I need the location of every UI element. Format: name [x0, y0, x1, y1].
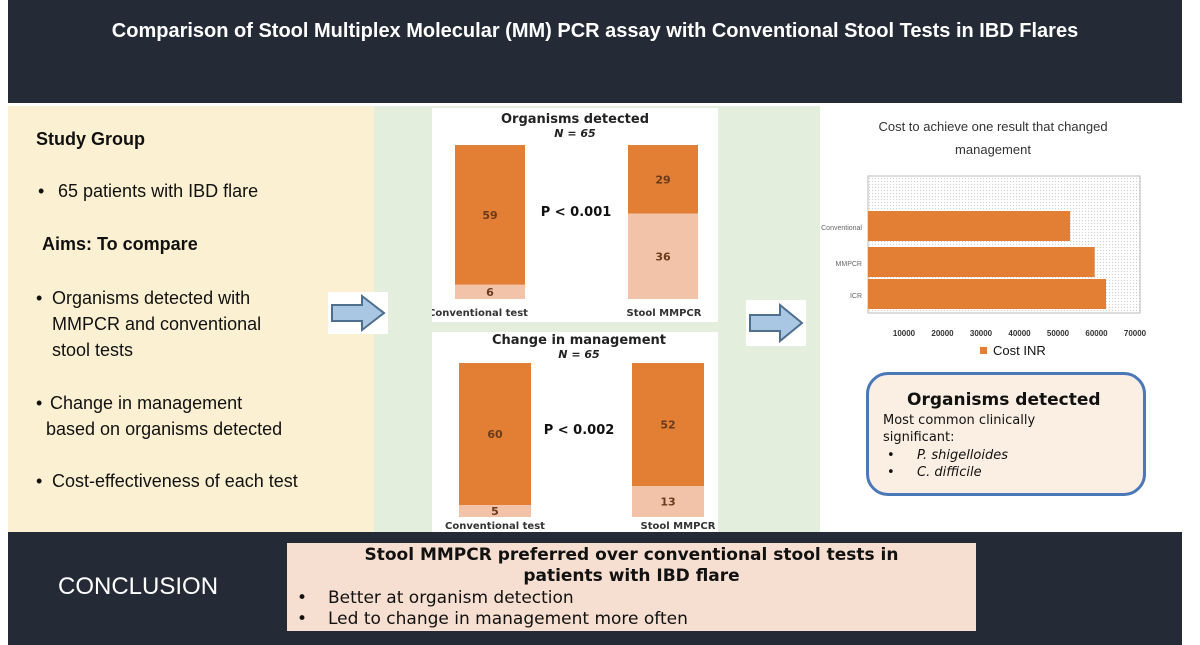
category-label: Conventional test — [432, 308, 528, 319]
bar — [868, 247, 1095, 277]
category-label: Conventional test — [445, 521, 545, 532]
data-label: 36 — [655, 250, 671, 263]
bullet-marker: • — [36, 471, 43, 491]
bullet-marker: • — [297, 609, 308, 629]
data-label: 29 — [655, 173, 670, 186]
chart-title: Change in management — [492, 333, 666, 348]
aim-1-line-3: stool tests — [52, 340, 134, 360]
organisms-info-box: Organisms detected Most common clinicall… — [866, 372, 1146, 496]
aim-1-line-2: MMPCR and conventional — [52, 314, 262, 334]
aim-2-line-1: Change in management — [50, 393, 243, 413]
organisms-detected-chart: Organisms detected N = 65 P < 0.001 59 6 C… — [432, 108, 718, 322]
category-label: Conventional — [821, 225, 862, 232]
bar-segment — [459, 505, 531, 517]
bar-segment — [628, 213, 698, 299]
data-label: 52 — [660, 419, 675, 432]
p-value-annotation: P < 0.001 — [541, 205, 612, 220]
aim-2-line-2: based on organisms detected — [46, 419, 283, 439]
bullet-marker: • — [38, 181, 45, 201]
bar-segment — [455, 284, 525, 299]
conclusion-bullet-2: Led to change in management more often — [328, 609, 688, 629]
bullet-marker: • — [887, 448, 895, 463]
arrow-right-icon — [746, 300, 806, 346]
bullet-marker: • — [36, 393, 43, 413]
chart-title-line-1: Cost to achieve one result that changed — [878, 119, 1107, 134]
chart-subtitle: N = 65 — [554, 127, 596, 140]
legend-swatch — [980, 347, 987, 354]
page-title: Comparison of Stool Multiplex Molecular … — [111, 20, 1079, 42]
data-label: 6 — [486, 286, 494, 299]
aim-3-line-1: Cost-effectiveness of each test — [52, 471, 298, 491]
category-label: MMPCR — [836, 261, 862, 268]
aim-1-line-1: Organisms detected with — [52, 288, 251, 308]
tick-label: 10000 — [893, 329, 916, 338]
bar-segment — [632, 486, 704, 517]
arrow-right-icon — [328, 292, 388, 334]
chart-title: Organisms detected — [501, 112, 649, 127]
conclusion-label: CONCLUSION — [58, 573, 219, 600]
change-management-chart: Change in management N = 65 P < 0.002 60… — [432, 332, 718, 532]
data-label: 59 — [482, 209, 497, 222]
data-label: 60 — [487, 428, 503, 441]
tick-label: 40000 — [1008, 329, 1031, 338]
tick-label: 70000 — [1124, 329, 1147, 338]
category-label: Stool MMPCR — [641, 521, 716, 532]
bullet-marker: • — [297, 588, 308, 608]
tick-label: 30000 — [970, 329, 993, 338]
cost-chart: Cost to achieve one result that changed … — [820, 108, 1182, 363]
chart-subtitle: N = 65 — [558, 348, 600, 361]
organism-item-1: P. shigelloides — [917, 448, 1008, 463]
chart-title-line-2: management — [955, 142, 1031, 157]
bar-segment — [632, 363, 704, 487]
category-label: ICR — [850, 293, 862, 300]
p-value-annotation: P < 0.002 — [544, 423, 615, 438]
category-label: Stool MMPCR — [627, 308, 702, 319]
aims-heading: Aims: To compare — [42, 234, 198, 254]
tick-label: 50000 — [1047, 329, 1070, 338]
bar-segment — [628, 145, 698, 214]
data-label: 13 — [660, 496, 675, 509]
bar — [868, 279, 1106, 309]
conclusion-box: Stool MMPCR preferred over conventional … — [287, 543, 976, 631]
conclusion-title-line-2: patients with IBD flare — [523, 566, 740, 586]
bullet-marker: • — [887, 465, 895, 480]
conclusion-title-line-1: Stool MMPCR preferred over conventional … — [364, 545, 899, 565]
tick-label: 20000 — [931, 329, 954, 338]
organism-item-2: C. difficile — [917, 465, 982, 480]
organisms-box-subtitle-1: Most common clinically — [883, 413, 1036, 428]
tick-label: 60000 — [1085, 329, 1108, 338]
organisms-box-title: Organisms detected — [907, 390, 1101, 410]
bar — [868, 211, 1071, 241]
bar-segment — [459, 363, 531, 506]
data-label: 5 — [491, 505, 499, 518]
header-bar: Comparison of Stool Multiplex Molecular … — [8, 0, 1182, 103]
bullet-marker: • — [36, 288, 43, 308]
study-group-heading: Study Group — [36, 129, 145, 149]
organisms-box-subtitle-2: significant: — [883, 430, 955, 445]
study-panel — [8, 106, 374, 532]
bar-segment — [455, 145, 525, 285]
legend-label: Cost INR — [993, 343, 1046, 358]
study-group-bullet: 65 patients with IBD flare — [58, 181, 259, 201]
conclusion-bullet-1: Better at organism detection — [328, 588, 574, 608]
